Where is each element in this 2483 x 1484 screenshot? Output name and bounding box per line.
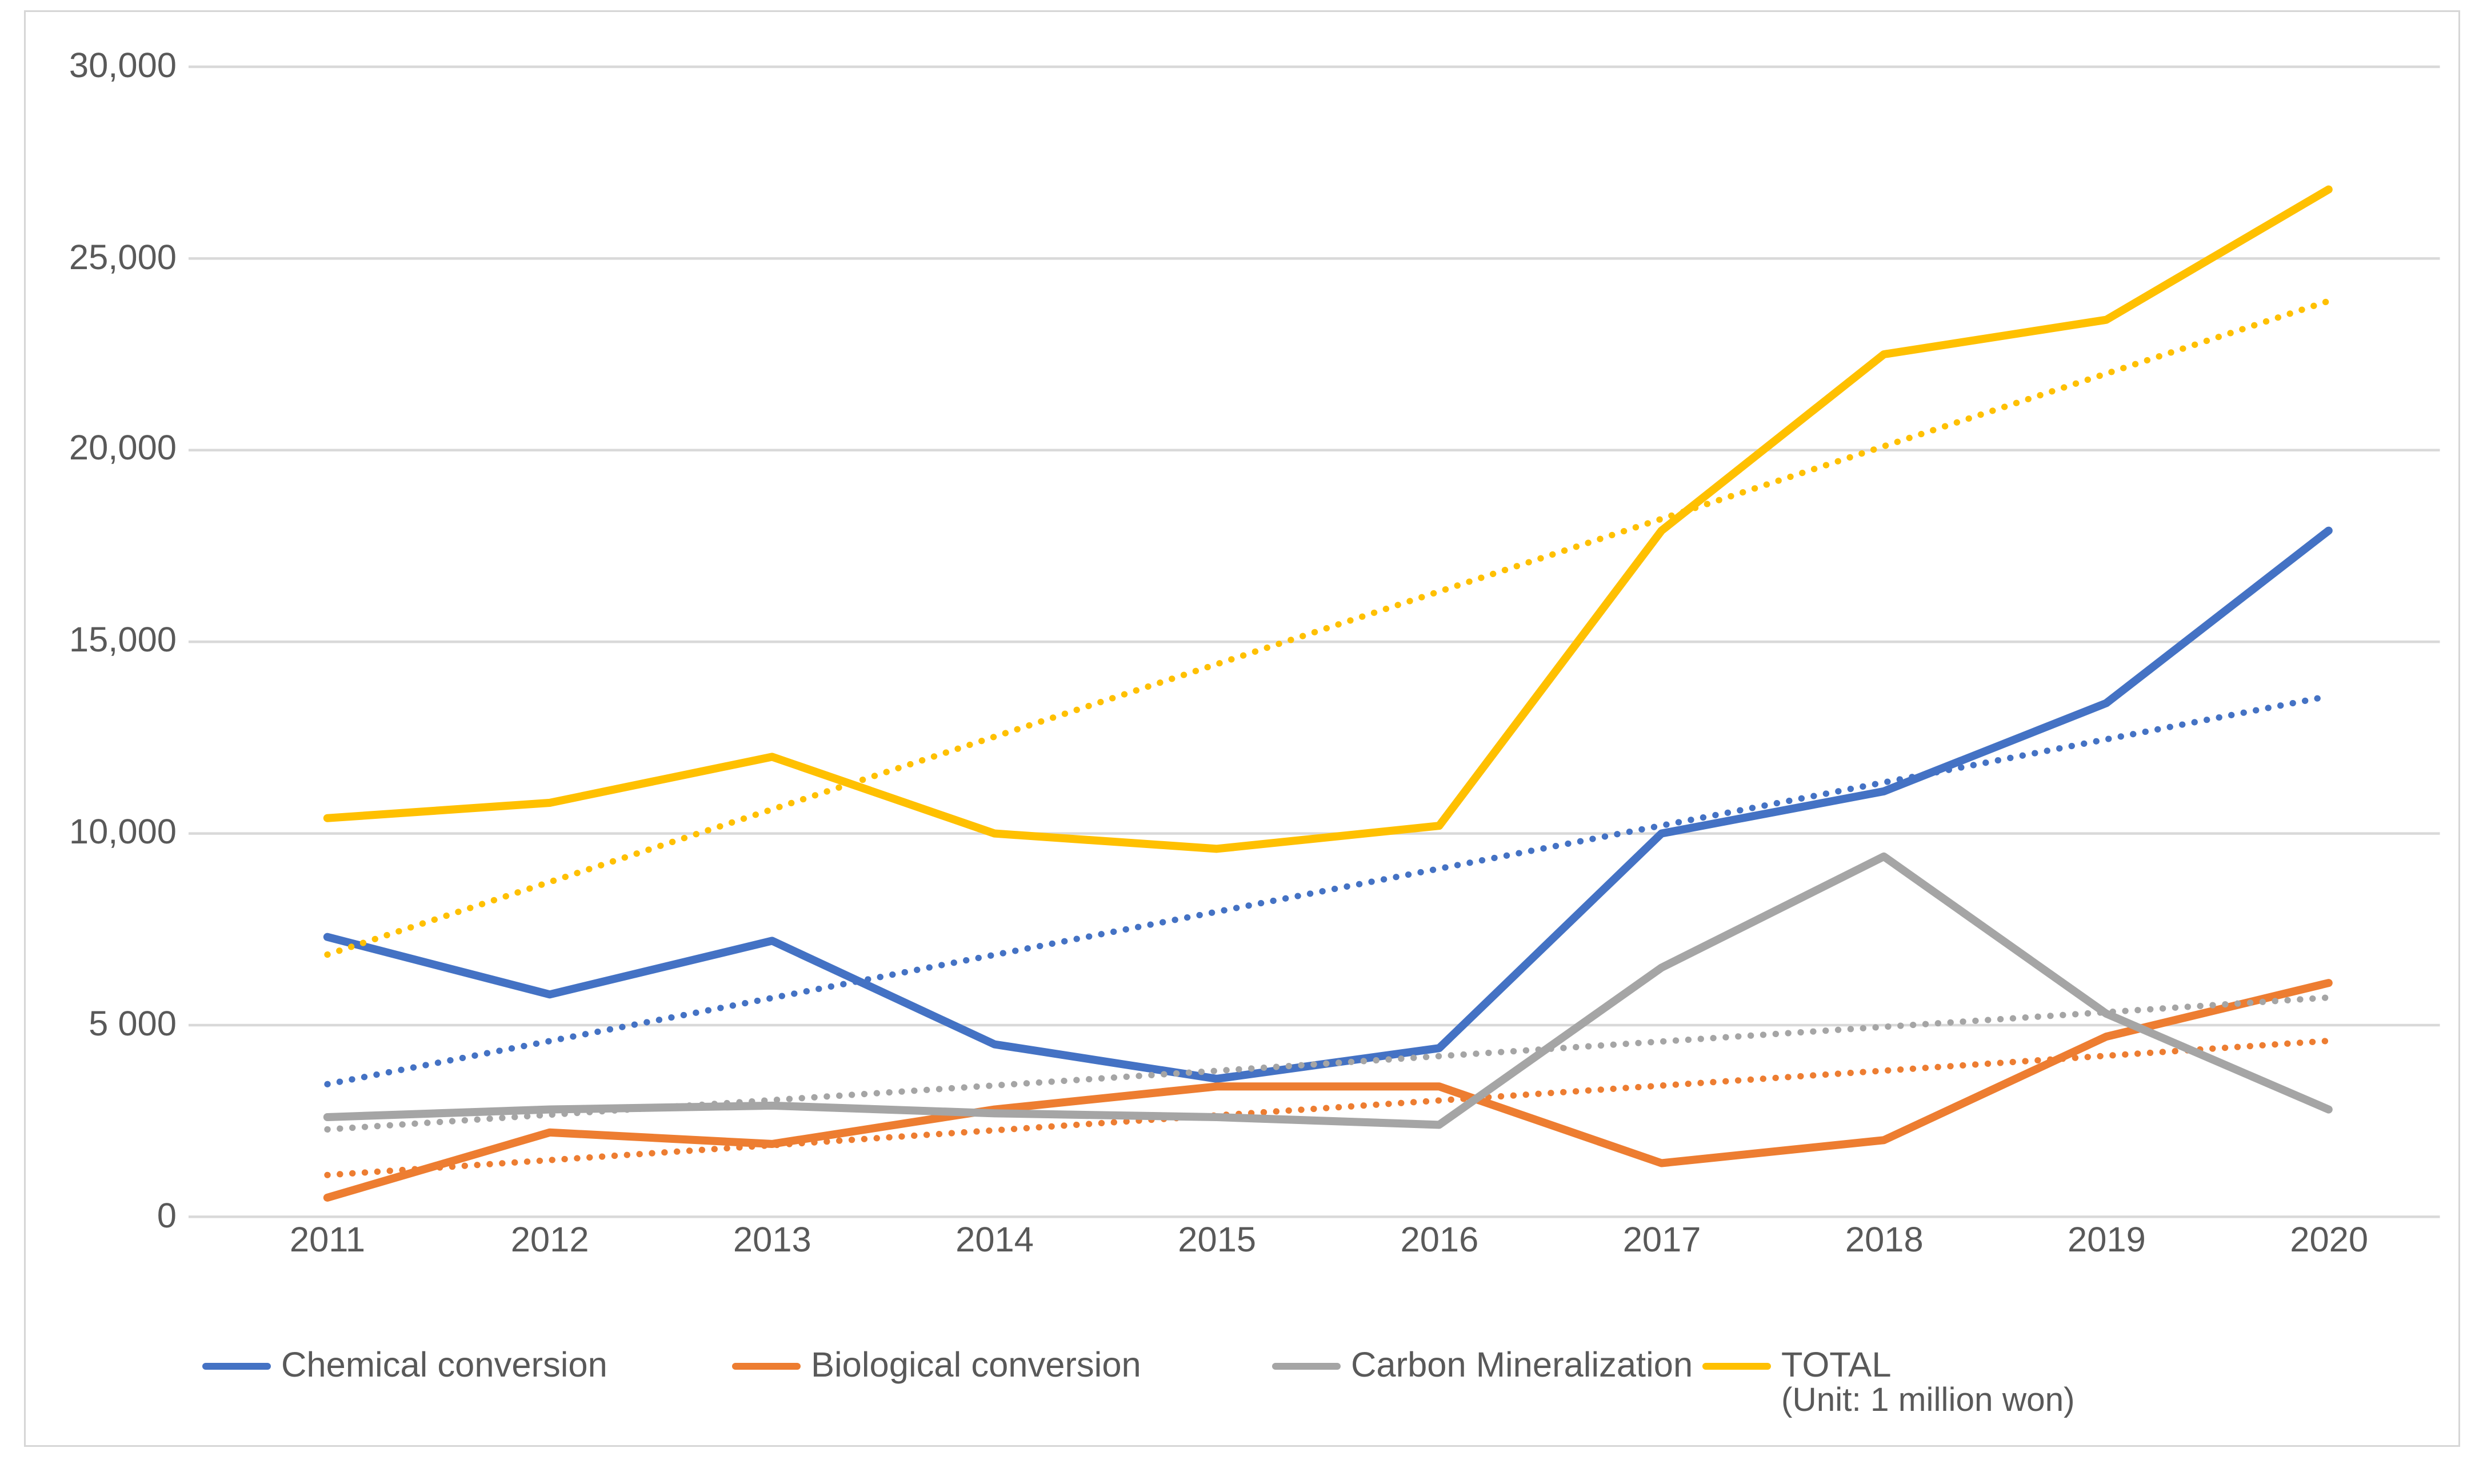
legend-label-carbon-mineralization: Carbon Mineralization: [1351, 1346, 1693, 1385]
x-tick-label-2018: 2018: [1845, 1221, 1924, 1260]
trendline-biological-conversion: [324, 1037, 2332, 1178]
y-tick-label-20000: 20,000: [69, 429, 177, 469]
x-tick-label-2015: 2015: [1178, 1221, 1257, 1260]
x-tick-label-2017: 2017: [1622, 1221, 1701, 1260]
legend-marker-chemical-conversion: [202, 1362, 271, 1371]
chart-frame: [24, 10, 2460, 1447]
legend-marker-carbon-mineralization: [1272, 1362, 1341, 1371]
trendline-carbon-mineralization: [324, 994, 2332, 1133]
y-tick-label-15000: 15,000: [69, 621, 177, 661]
x-tick-label-2013: 2013: [733, 1221, 811, 1260]
gridlines: [188, 65, 2440, 1218]
x-tick-label-2019: 2019: [2068, 1221, 2146, 1260]
series-line-total: [323, 185, 2333, 853]
x-tick-label-2016: 2016: [1400, 1221, 1479, 1260]
legend-marker-biological-conversion: [732, 1362, 801, 1371]
y-tick-label-30000: 30,000: [69, 46, 177, 86]
legend-marker-total: [1702, 1362, 1771, 1371]
series-lines: [323, 185, 2333, 1202]
trendline-chemical-conversion: [324, 693, 2332, 1087]
y-tick-label-10000: 10,000: [69, 813, 177, 853]
unit-note: (Unit: 1 million won): [1781, 1382, 2075, 1419]
x-tick-label-2014: 2014: [955, 1221, 1034, 1260]
x-tick-label-2020: 2020: [2290, 1221, 2369, 1260]
y-tick-label-25000: 25,000: [69, 237, 177, 277]
y-tick-label-0: 0: [157, 1196, 177, 1236]
series-line-biological-conversion: [323, 979, 2333, 1202]
legend-label-chemical-conversion: Chemical conversion: [281, 1346, 607, 1385]
series-line-chemical-conversion: [323, 526, 2333, 1083]
legend-label-biological-conversion: Biological conversion: [811, 1346, 1141, 1385]
y-tick-label-5000: 5 000: [89, 1004, 177, 1044]
series-line-carbon-mineralization: [323, 852, 2333, 1129]
trendline-total: [324, 298, 2332, 958]
x-tick-label-2011: 2011: [289, 1221, 366, 1260]
x-tick-label-2012: 2012: [510, 1221, 589, 1260]
legend-label-total: TOTAL: [1781, 1346, 1892, 1385]
